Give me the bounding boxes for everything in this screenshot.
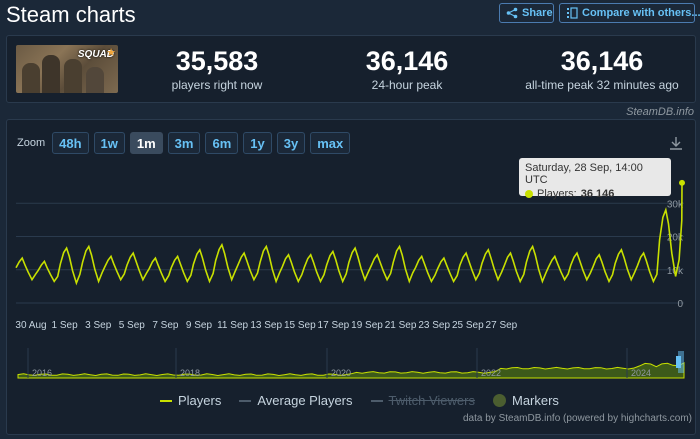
stats-panel: SQUAD ★ 35,583 players right now 36,146 …: [6, 35, 696, 103]
zoom-button-1y[interactable]: 1y: [243, 132, 272, 154]
stat-label: all-time peak 32 minutes ago: [525, 78, 679, 92]
zoom-label: Zoom: [17, 137, 46, 149]
zoom-button-max[interactable]: max: [310, 132, 351, 154]
chart-legend: Players Average Players Twitch Viewers M…: [160, 393, 559, 408]
compare-button[interactable]: Compare with others...: [559, 3, 700, 23]
tooltip-series-label: Players:: [537, 188, 577, 200]
game-header-image[interactable]: SQUAD ★: [16, 45, 118, 93]
markers-icon: [492, 394, 506, 407]
legend-markers[interactable]: Markers: [492, 393, 559, 408]
zoom-button-6m[interactable]: 6m: [205, 132, 239, 154]
stat-label: players right now: [171, 78, 263, 92]
zoom-button-3m[interactable]: 3m: [167, 132, 201, 154]
footer-credit: data by SteamDB.info (powered by highcha…: [463, 413, 692, 424]
share-icon: [506, 7, 518, 19]
share-label: Share: [522, 7, 553, 19]
tooltip-series-dot: [525, 190, 533, 198]
download-icon[interactable]: [669, 136, 683, 150]
zoom-bar: Zoom 48h 1w 1m 3m 6m 1y 3y max: [17, 132, 351, 154]
compare-label: Compare with others...: [582, 7, 700, 19]
legend-average-players[interactable]: Average Players: [239, 393, 353, 408]
page-title: Steam charts: [6, 2, 136, 27]
tooltip-value: 36 146: [580, 188, 615, 200]
tooltip-date: Saturday, 28 Sep, 14:00 UTC: [525, 162, 643, 186]
stat-value: 36,146: [365, 46, 449, 76]
stat-24h-peak: 36,146 24-hour peak: [337, 45, 477, 92]
game-logo-star-icon: ★: [106, 47, 116, 59]
zoom-button-1m[interactable]: 1m: [129, 132, 163, 154]
zoom-button-1w[interactable]: 1w: [93, 132, 125, 154]
stat-value: 36,146: [560, 46, 644, 76]
game-logo-text: SQUAD: [77, 49, 114, 60]
zoom-button-3y[interactable]: 3y: [276, 132, 306, 154]
steamdb-credit: SteamDB.info: [626, 106, 694, 118]
compare-icon: [567, 7, 578, 19]
stat-all-time-peak: 36,146 all-time peak 32 minutes ago: [517, 45, 687, 92]
stat-current-players: 35,583 players right now: [147, 45, 287, 92]
stat-value: 35,583: [175, 46, 259, 76]
legend-twitch-viewers[interactable]: Twitch Viewers: [370, 393, 475, 408]
zoom-button-48h[interactable]: 48h: [52, 132, 89, 154]
chart-tooltip: Saturday, 28 Sep, 14:00 UTC Players: 36 …: [519, 158, 671, 200]
legend-players[interactable]: Players: [160, 393, 221, 408]
stat-label: 24-hour peak: [371, 78, 443, 92]
share-button[interactable]: Share: [499, 3, 554, 23]
